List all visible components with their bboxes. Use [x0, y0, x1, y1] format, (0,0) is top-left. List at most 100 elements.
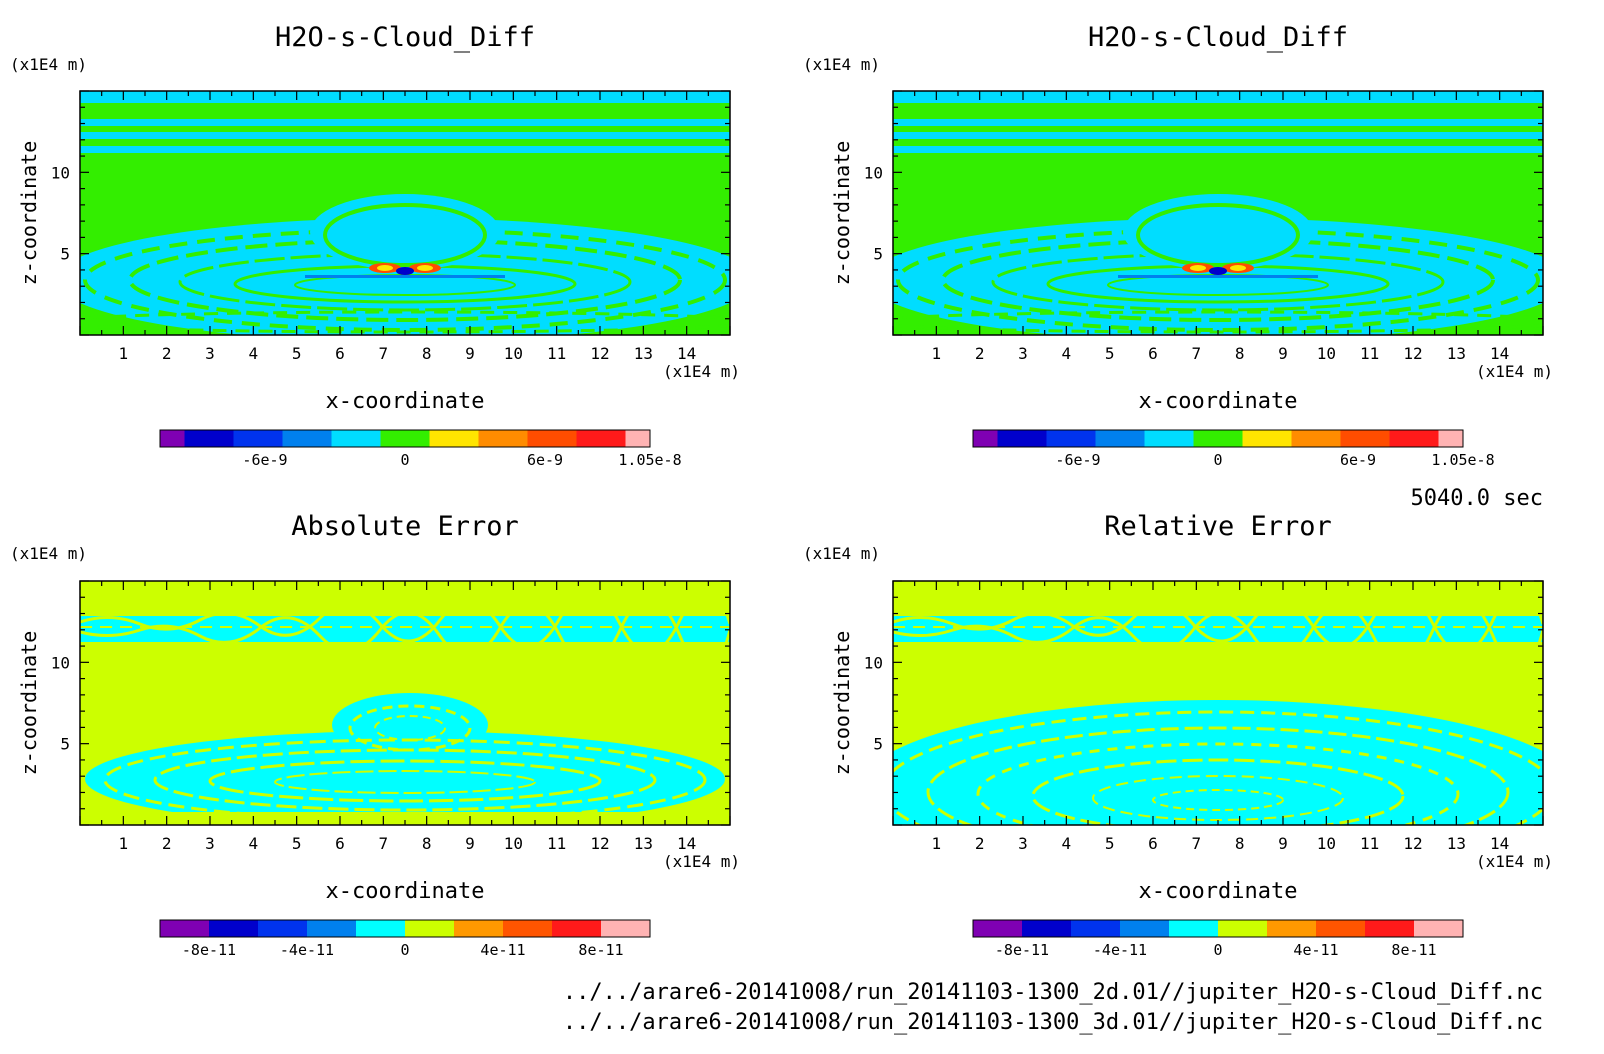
x-unit-label: (x1E4 m)	[1476, 852, 1553, 871]
x-tick-label: 2	[975, 344, 985, 363]
x-tick-label: 9	[465, 344, 475, 363]
colorbar-swatch	[331, 430, 381, 447]
x-tick-label: 14	[677, 834, 696, 853]
x-tick-label: 13	[1447, 834, 1466, 853]
panel-title: H2O-s-Cloud_Diff	[275, 22, 535, 53]
y-ticks: 5 10	[864, 90, 1543, 336]
colorbar-swatch	[1046, 430, 1096, 447]
colorbar-tick-label: 1.05e-8	[1431, 451, 1494, 469]
colorbar-tick-label: 6e-9	[527, 451, 563, 469]
x-tick-label: 2	[162, 834, 172, 853]
colorbar-tick-label: 4e-11	[1293, 941, 1338, 959]
colorbar-swatch	[478, 430, 528, 447]
colorbar-swatch	[160, 430, 185, 447]
file-path-line-1: ../../arare6-20141008/run_20141103-1300_…	[563, 980, 1543, 1005]
colorbar-tick-label: -6e-9	[242, 451, 287, 469]
x-tick-label: 5	[292, 834, 302, 853]
panel-title: Absolute Error	[291, 511, 519, 542]
colorbar: -8e-11 -4e-11 0 4e-11 8e-11	[972, 919, 1464, 959]
x-tick-label: 7	[1192, 834, 1202, 853]
colorbar-tick-label: 4e-11	[480, 941, 525, 959]
x-ticks: 1 2 3 4 5 6 7 8 9 10 11 12 13 14	[79, 91, 731, 363]
y-axis-label: z-coordinate	[830, 631, 854, 776]
x-ticks: 1 2 3 4 5 6 7 8 9 10 11 12 13 14	[892, 91, 1544, 363]
y-unit-label: (x1E4 m)	[803, 544, 880, 563]
colorbar-swatch	[454, 920, 503, 937]
colorbar-swatch	[503, 920, 552, 937]
x-tick-label: 12	[590, 344, 609, 363]
colorbar-frame	[972, 429, 1464, 448]
x-unit-label: (x1E4 m)	[663, 362, 740, 381]
x-tick-label: 10	[1317, 344, 1336, 363]
colorbar-swatch	[1071, 920, 1120, 937]
x-tick-label: 8	[422, 344, 432, 363]
colorbar-swatch	[1218, 920, 1267, 937]
x-tick-label: 7	[1192, 344, 1202, 363]
x-tick-label: 13	[634, 834, 653, 853]
y-ticks: 5 10	[51, 580, 730, 826]
colorbar-swatch	[576, 430, 626, 447]
x-tick-label: 6	[335, 344, 345, 363]
colorbar-swatch	[1095, 430, 1145, 447]
x-tick-label: 9	[1278, 344, 1288, 363]
x-tick-label: 10	[1317, 834, 1336, 853]
colorbar-tick-label: 1.05e-8	[618, 451, 681, 469]
x-tick-label: 11	[547, 344, 566, 363]
colorbar-swatch	[1242, 430, 1292, 447]
colorbar-swatch	[1022, 920, 1071, 937]
colorbar-tick-label: -4e-11	[280, 941, 334, 959]
x-tick-label: 4	[249, 344, 259, 363]
x-tick-label: 9	[465, 834, 475, 853]
x-ticks: 1 2 3 4 5 6 7 8 9 10 11 12 13 14	[892, 581, 1544, 853]
y-unit-label: (x1E4 m)	[10, 55, 87, 74]
x-tick-label: 5	[292, 344, 302, 363]
colorbar-swatch	[209, 920, 258, 937]
colorbar-swatch	[258, 920, 307, 937]
panel-title: Relative Error	[1104, 511, 1332, 542]
colorbar: -8e-11 -4e-11 0 4e-11 8e-11	[159, 919, 651, 959]
y-tick-label: 5	[873, 245, 883, 264]
lower-error-field	[80, 693, 730, 825]
y-tick-label: 5	[873, 735, 883, 754]
x-tick-label: 10	[504, 834, 523, 853]
colorbar-swatch	[1291, 430, 1341, 447]
y-axis-label: z-coordinate	[830, 141, 854, 286]
colorbar-swatch	[601, 920, 650, 937]
x-axis-label: x-coordinate	[1139, 879, 1298, 904]
time-label: 5040.0 sec	[1411, 486, 1543, 511]
colorbar-tick-label: 0	[1213, 451, 1222, 469]
colorbar-swatch	[1169, 920, 1218, 937]
x-tick-label: 6	[335, 834, 345, 853]
x-tick-label: 4	[249, 834, 259, 853]
y-tick-label: 10	[864, 653, 883, 672]
y-tick-label: 10	[864, 163, 883, 182]
x-tick-label: 14	[1490, 834, 1509, 853]
colorbar: -6e-9 0 6e-9 1.05e-8	[972, 429, 1495, 469]
x-tick-label: 8	[1235, 834, 1245, 853]
x-tick-label: 12	[1403, 344, 1422, 363]
colorbar-swatch	[973, 920, 1022, 937]
colorbar-swatch	[1414, 920, 1463, 937]
colorbar-swatch	[552, 920, 601, 937]
x-axis-label: x-coordinate	[1139, 389, 1298, 414]
x-tick-label: 13	[634, 344, 653, 363]
colorbar-tick-label: 8e-11	[1391, 941, 1436, 959]
colorbar-tick-label: -8e-11	[182, 941, 236, 959]
panel-bottom-right: Relative Error (x1E4 m) 1 2 3 4 5 6 7 8 9 10 11 12 1…	[803, 511, 1553, 959]
x-unit-label: (x1E4 m)	[663, 852, 740, 871]
colorbar-swatch	[429, 430, 479, 447]
x-tick-label: 2	[162, 344, 172, 363]
panel-title: H2O-s-Cloud_Diff	[1088, 22, 1348, 53]
colorbar-swatch	[527, 430, 577, 447]
colorbar-tick-label: 0	[400, 941, 409, 959]
y-unit-label: (x1E4 m)	[10, 544, 87, 563]
y-tick-label: 5	[60, 245, 70, 264]
colorbar-frame	[972, 919, 1464, 938]
x-tick-label: 3	[205, 834, 215, 853]
x-unit-label: (x1E4 m)	[1476, 362, 1553, 381]
colorbar-swatch	[625, 430, 650, 447]
x-tick-label: 1	[932, 344, 942, 363]
x-tick-label: 11	[1360, 344, 1379, 363]
y-ticks: 5 10	[51, 90, 730, 336]
